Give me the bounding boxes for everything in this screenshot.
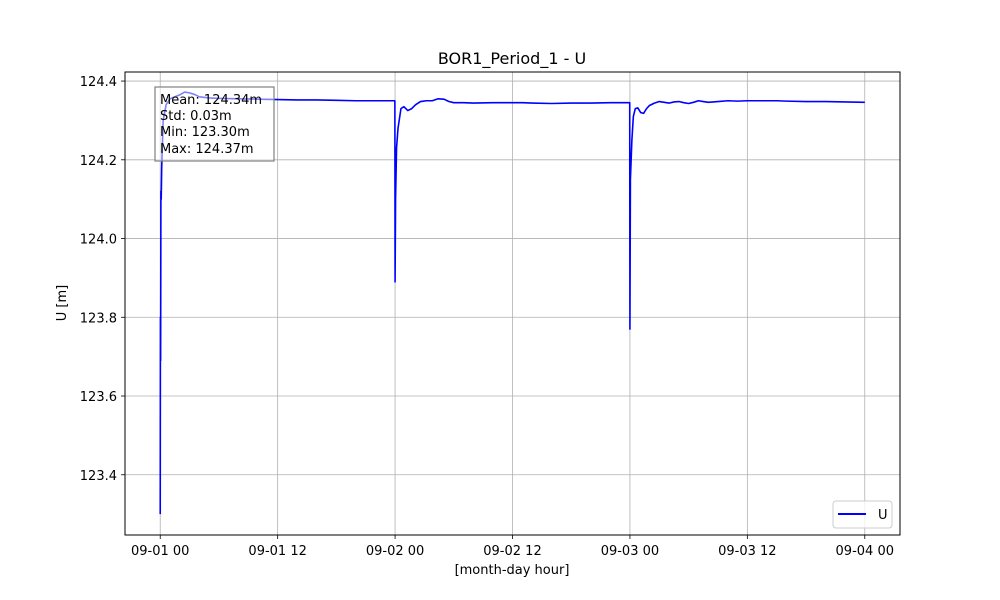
y-axis-ticks: 123.4 123.6 123.8 124.0 124.2 124.4: [80, 75, 125, 484]
y-tick-label: 124.0: [80, 233, 117, 248]
x-tick-label: 09-02 00: [366, 544, 424, 559]
y-tick-label: 123.6: [80, 390, 117, 405]
chart-title: BOR1_Period_1 - U: [438, 49, 586, 69]
y-tick-label: 124.2: [80, 154, 117, 169]
x-axis-label: [month-day hour]: [455, 563, 570, 578]
y-axis-label: U [m]: [55, 285, 70, 321]
stats-std: Std: 0.03m: [160, 109, 232, 124]
x-tick-label: 09-02 12: [483, 544, 541, 559]
x-tick-label: 09-04 00: [836, 544, 894, 559]
stats-mean: Mean: 124.34m: [160, 93, 262, 108]
stats-box-frame: [154, 86, 275, 162]
y-tick-label: 123.8: [80, 311, 117, 326]
y-tick-label: 123.4: [80, 469, 117, 484]
legend-label-u: U: [878, 508, 888, 523]
x-tick-label: 09-01 00: [131, 544, 189, 559]
stats-min: Min: 123.30m: [160, 125, 250, 140]
legend: U: [832, 500, 893, 529]
x-tick-label: 09-03 12: [718, 544, 776, 559]
y-tick-label: 124.4: [80, 75, 117, 90]
stats-max: Max: 124.37m: [160, 142, 254, 157]
stats-box: Mean: 124.34m Std: 0.03m Min: 123.30m Ma…: [154, 86, 275, 162]
x-tick-label: 09-01 12: [248, 544, 306, 559]
x-axis-ticks: 09-01 00 09-01 12 09-02 00 09-02 12 09-03 00…: [131, 535, 894, 559]
x-tick-label: 09-03 00: [601, 544, 659, 559]
